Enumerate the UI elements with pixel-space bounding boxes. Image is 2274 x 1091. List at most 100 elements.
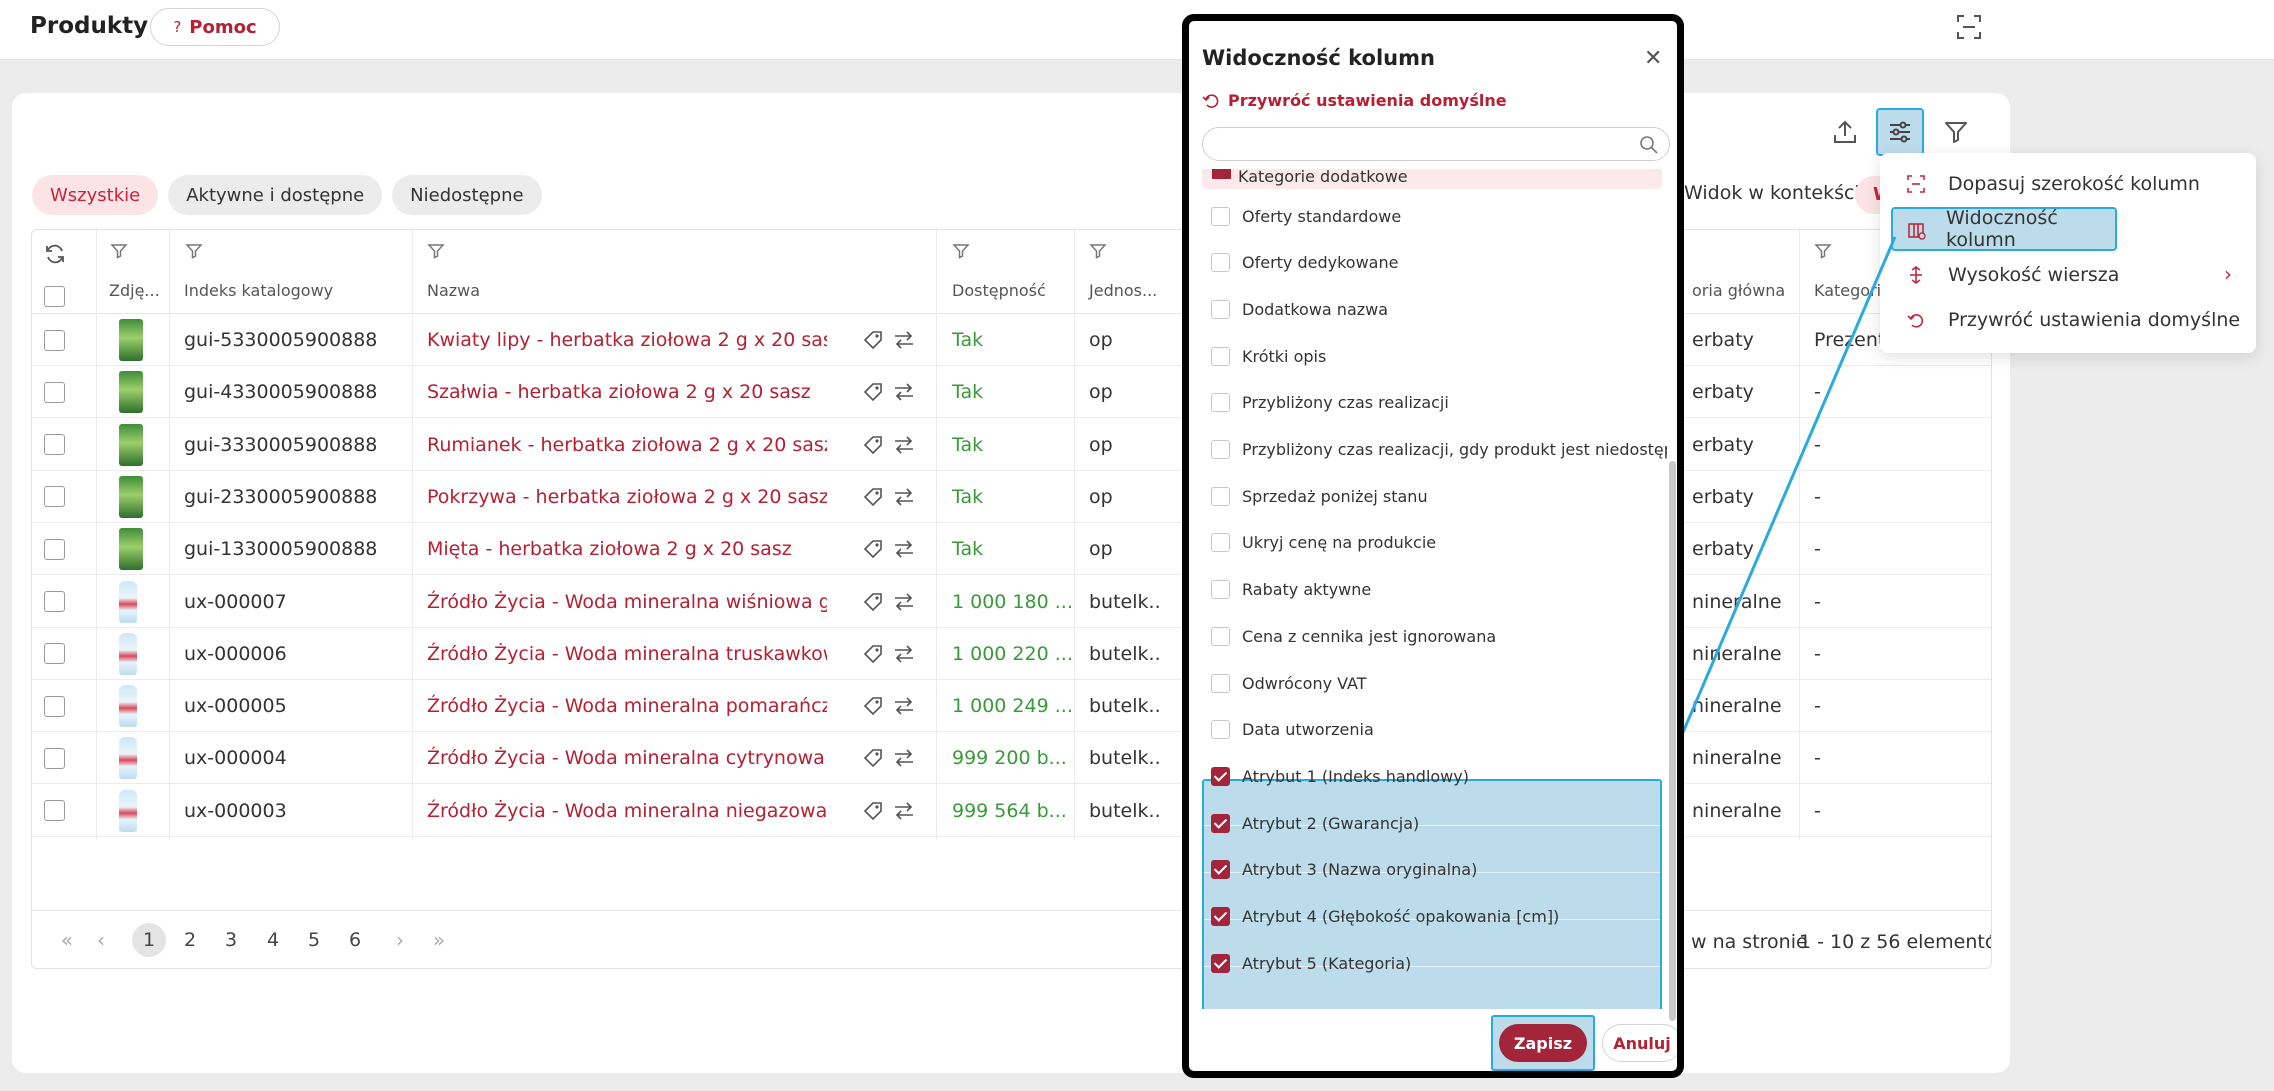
table-row[interactable]: ux-000004 Źródło Życia - Woda mineralna c… bbox=[32, 732, 1991, 785]
column-header-name[interactable]: Nazwa bbox=[427, 281, 481, 300]
option-checkbox[interactable] bbox=[1211, 486, 1230, 506]
option-checkbox[interactable] bbox=[1211, 253, 1230, 273]
help-button[interactable]: ? Pomoc bbox=[150, 8, 280, 46]
product-name-link[interactable]: Źródło Życia - Woda mineralna niegazowan… bbox=[427, 799, 827, 822]
row-checkbox[interactable] bbox=[44, 381, 65, 403]
price-tag-icon[interactable] bbox=[862, 329, 884, 351]
option-checkbox[interactable] bbox=[1211, 720, 1230, 740]
column-option[interactable]: Przybliżony czas realizacji, gdy produkt… bbox=[1211, 429, 1667, 471]
cancel-button[interactable]: Anuluj bbox=[1602, 1024, 1677, 1062]
column-option[interactable]: Atrybut 4 (Głębokość opakowania [cm]) bbox=[1211, 896, 1559, 938]
product-name-link[interactable]: Kwiaty lipy - herbatka ziołowa 2 g x 20 … bbox=[427, 329, 827, 351]
row-checkbox[interactable] bbox=[44, 486, 65, 508]
filter-button[interactable] bbox=[1932, 108, 1980, 156]
option-checkbox[interactable] bbox=[1211, 346, 1230, 366]
column-option[interactable]: Rabaty aktywne bbox=[1211, 569, 1371, 611]
page-button[interactable]: 5 bbox=[307, 929, 321, 951]
column-option[interactable]: Oferty standardowe bbox=[1211, 195, 1401, 237]
row-checkbox[interactable] bbox=[44, 329, 65, 351]
price-tag-icon[interactable] bbox=[862, 695, 884, 717]
column-option[interactable]: Atrybut 1 (Indeks handlowy) bbox=[1211, 755, 1469, 797]
transfer-icon[interactable] bbox=[892, 486, 916, 508]
chip-unavailable[interactable]: Niedostępne bbox=[392, 175, 542, 215]
option-checkbox[interactable] bbox=[1211, 626, 1230, 646]
refresh-icon[interactable] bbox=[44, 243, 66, 265]
option-checkbox[interactable] bbox=[1211, 440, 1230, 459]
column-option[interactable]: Krótki opis bbox=[1211, 335, 1326, 377]
row-checkbox[interactable] bbox=[44, 434, 65, 456]
option-checkbox[interactable] bbox=[1211, 860, 1230, 880]
price-tag-icon[interactable] bbox=[862, 643, 884, 665]
column-option[interactable]: Data utworzenia bbox=[1211, 709, 1374, 751]
filter-icon[interactable] bbox=[110, 242, 128, 260]
row-checkbox[interactable] bbox=[44, 643, 65, 665]
scrollbar[interactable] bbox=[1669, 461, 1676, 1021]
filter-icon[interactable] bbox=[1814, 242, 1832, 260]
column-option[interactable]: Ukryj cenę na produkcie bbox=[1211, 522, 1436, 564]
restore-defaults-link[interactable]: Przywróć ustawienia domyślne bbox=[1202, 91, 1507, 110]
table-row[interactable]: gui-2330005900888 Pokrzywa - herbatka zio… bbox=[32, 471, 1991, 523]
column-header-index[interactable]: Indeks katalogowy bbox=[184, 281, 334, 300]
product-name-link[interactable]: Szałwia - herbatka ziołowa 2 g x 20 sasz bbox=[427, 381, 811, 404]
price-tag-icon[interactable] bbox=[862, 747, 884, 769]
price-tag-icon[interactable] bbox=[862, 381, 884, 403]
chip-all[interactable]: Wszystkie bbox=[32, 175, 159, 215]
option-checkbox[interactable] bbox=[1211, 299, 1230, 319]
column-option[interactable]: Dodatkowa nazwa bbox=[1211, 288, 1388, 330]
option-checkbox[interactable] bbox=[1211, 533, 1230, 553]
product-name-link[interactable]: Rumianek - herbatka ziołowa 2 g x 20 sas… bbox=[427, 433, 827, 456]
column-settings-button[interactable] bbox=[1876, 108, 1924, 156]
next-page-button[interactable]: › bbox=[396, 928, 404, 952]
column-option[interactable]: Cena z cennika jest ignorowana bbox=[1211, 615, 1496, 657]
row-checkbox[interactable] bbox=[44, 747, 65, 769]
option-checkbox[interactable] bbox=[1211, 580, 1230, 600]
page-button[interactable]: 1 bbox=[132, 923, 166, 957]
column-option[interactable]: Sprzedaż poniżej stanu bbox=[1211, 475, 1428, 517]
product-name-link[interactable]: Źródło Życia - Woda mineralna wiśniowa g… bbox=[427, 590, 827, 613]
column-header-unit[interactable]: Jednos... bbox=[1089, 281, 1158, 300]
export-button[interactable] bbox=[1821, 108, 1869, 156]
product-name-link[interactable]: Pokrzywa - herbatka ziołowa 2 g x 20 sas… bbox=[427, 485, 827, 508]
last-page-button[interactable]: » bbox=[432, 928, 446, 952]
page-button[interactable]: 4 bbox=[266, 929, 280, 951]
table-row[interactable]: ux-000005 Źródło Życia - Woda mineralna p… bbox=[32, 680, 1991, 733]
transfer-icon[interactable] bbox=[892, 747, 916, 769]
product-name-link[interactable]: Źródło Życia - Woda mineralna pomarańczo… bbox=[427, 695, 827, 718]
row-checkbox[interactable] bbox=[44, 695, 65, 717]
price-tag-icon[interactable] bbox=[862, 434, 884, 456]
close-icon[interactable]: ✕ bbox=[1644, 46, 1663, 71]
row-checkbox[interactable] bbox=[44, 591, 65, 612]
column-option[interactable]: Oferty dedykowane bbox=[1211, 242, 1398, 284]
page-button[interactable]: 6 bbox=[348, 929, 362, 951]
fullscreen-icon[interactable] bbox=[1956, 14, 1982, 40]
option-checkbox[interactable] bbox=[1211, 813, 1230, 833]
option-checkbox[interactable] bbox=[1211, 907, 1230, 926]
column-header-main-category[interactable]: oria główna bbox=[1692, 281, 1786, 300]
option-checkbox[interactable] bbox=[1211, 206, 1230, 226]
filter-icon[interactable] bbox=[952, 242, 970, 260]
row-checkbox[interactable] bbox=[44, 538, 65, 560]
table-row[interactable]: ux-000003 Źródło Życia - Woda mineralna n… bbox=[32, 785, 1991, 837]
menu-item-restore-defaults[interactable]: Przywróć ustawienia domyślne bbox=[1892, 298, 2244, 342]
filter-icon[interactable] bbox=[427, 242, 445, 260]
table-row[interactable]: gui-3330005900888 Rumianek - herbatka zio… bbox=[32, 419, 1991, 471]
column-option[interactable]: Atrybut 5 (Kategoria) bbox=[1211, 942, 1411, 984]
price-tag-icon[interactable] bbox=[862, 800, 884, 822]
checkbox[interactable] bbox=[1212, 169, 1231, 179]
table-row[interactable]: gui-5330005900888 Kwiaty lipy - herbatka … bbox=[32, 314, 1991, 366]
product-name-link[interactable]: Źródło Życia - Woda mineralna truskawkow… bbox=[427, 642, 827, 665]
menu-item-fit-width[interactable]: Dopasuj szerokość kolumn bbox=[1892, 162, 2244, 206]
transfer-icon[interactable] bbox=[892, 800, 916, 822]
transfer-icon[interactable] bbox=[892, 329, 916, 351]
option-checkbox[interactable] bbox=[1211, 673, 1230, 693]
price-tag-icon[interactable] bbox=[862, 591, 884, 613]
save-button[interactable]: Zapisz bbox=[1499, 1024, 1587, 1062]
column-option[interactable]: Odwrócony VAT bbox=[1211, 662, 1367, 704]
page-button[interactable]: 3 bbox=[224, 929, 238, 951]
price-tag-icon[interactable] bbox=[862, 486, 884, 508]
option-checkbox[interactable] bbox=[1211, 953, 1230, 973]
transfer-icon[interactable] bbox=[892, 434, 916, 456]
column-header-availability[interactable]: Dostępność bbox=[952, 281, 1046, 300]
transfer-icon[interactable] bbox=[892, 538, 916, 560]
menu-item-column-visibility[interactable]: Widoczność kolumn bbox=[1891, 207, 2117, 251]
